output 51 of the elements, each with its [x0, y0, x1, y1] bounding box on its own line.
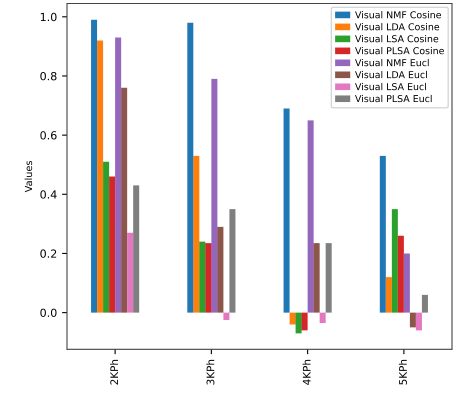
x-tick-label: 2KPh: [110, 360, 118, 385]
bar: [410, 312, 416, 328]
bar: [229, 209, 236, 313]
bar: [199, 242, 206, 313]
bar: [326, 243, 332, 313]
bar: [416, 312, 422, 330]
bar: [404, 253, 410, 313]
legend-label: Visual LSA Eucl: [355, 82, 426, 90]
bar: [422, 294, 428, 313]
y-tick-label: 1.0: [40, 12, 57, 22]
legend-label: Visual PLSA Eucl: [355, 94, 432, 102]
y-tick-label: 0.4: [40, 190, 57, 199]
bar: [205, 243, 212, 313]
bar: [115, 38, 122, 313]
y-tick-label: 0.6: [40, 131, 57, 140]
y-tick-label: 0.8: [40, 72, 57, 80]
bar: [109, 176, 116, 313]
bar: [217, 226, 224, 313]
legend-label: Visual NMF Eucl: [355, 58, 429, 66]
bar: [127, 232, 134, 313]
y-tick-label: 0.0: [40, 308, 57, 317]
bar: [314, 243, 320, 313]
bar: [380, 156, 386, 313]
bar: [211, 78, 218, 313]
x-tick-label: 4KPh: [302, 360, 310, 385]
bar: [121, 88, 128, 313]
bar: [386, 277, 392, 313]
bar: [290, 312, 296, 324]
x-tick-label: 5KPh: [398, 360, 407, 385]
y-tick-label: 0.2: [40, 249, 56, 258]
bar: [308, 120, 314, 313]
bar: [302, 312, 308, 330]
bar: [392, 209, 398, 313]
legend-label: Visual LDA Eucl: [355, 70, 427, 78]
y-axis-title: Values: [24, 160, 32, 192]
bar: [320, 312, 326, 323]
legend-label: Visual PLSA Cosine: [355, 46, 444, 54]
legend-label: Visual LDA Cosine: [355, 23, 440, 30]
bar: [223, 312, 230, 320]
bar: [91, 20, 98, 313]
legend-label: Visual LSA Cosine: [355, 35, 438, 42]
x-tick-label: 3KPh: [206, 360, 214, 385]
bar: [187, 22, 194, 313]
bar: [193, 156, 200, 313]
bar: [296, 312, 302, 334]
legend-label: Visual NMF Cosine: [355, 11, 441, 18]
bar: [133, 185, 140, 313]
bar: [284, 108, 290, 313]
bar: [398, 236, 404, 313]
bar: [97, 40, 104, 313]
bar: [103, 162, 110, 313]
